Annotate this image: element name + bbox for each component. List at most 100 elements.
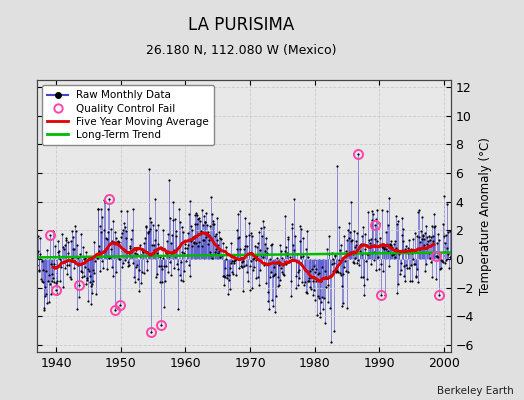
Point [381, 291, 389, 298]
Point [72, 306, 81, 312]
Point [345, 234, 354, 241]
Point [441, 260, 450, 266]
Point [82, 280, 91, 287]
Point [359, 273, 367, 280]
Point [375, 220, 384, 227]
Point [190, 212, 199, 218]
Point [47, 261, 56, 267]
Point [55, 253, 63, 259]
Point [390, 250, 398, 257]
Point [106, 246, 115, 252]
Point [384, 222, 392, 228]
Point [62, 237, 71, 244]
Point [171, 253, 179, 260]
Point [392, 212, 400, 219]
Point [53, 278, 61, 284]
Point [263, 244, 271, 251]
Point [201, 219, 210, 226]
Point [442, 232, 450, 238]
Point [405, 237, 413, 243]
Point [249, 255, 258, 262]
Point [392, 290, 401, 296]
Point [367, 236, 376, 242]
Point [322, 246, 331, 252]
Point [36, 251, 45, 258]
Point [354, 257, 362, 263]
Point [394, 281, 402, 287]
Point [278, 269, 286, 275]
Point [265, 273, 274, 280]
Point [353, 260, 362, 266]
Point [346, 248, 354, 255]
Point [187, 238, 195, 244]
Point [93, 206, 102, 212]
Point [230, 258, 238, 264]
Point [146, 226, 154, 232]
Point [398, 226, 407, 233]
Point [445, 254, 454, 260]
Point [100, 197, 108, 203]
Point [403, 245, 412, 251]
Point [405, 265, 413, 272]
Point [231, 257, 239, 263]
Point [94, 206, 102, 212]
Point [180, 268, 189, 274]
Point [178, 248, 186, 255]
Point [430, 224, 438, 230]
Point [318, 294, 326, 300]
Point [102, 235, 110, 241]
Point [217, 251, 226, 258]
Point [322, 274, 330, 280]
Point [397, 267, 405, 274]
Point [123, 208, 131, 215]
Point [336, 270, 344, 276]
Point [168, 198, 177, 205]
Point [198, 207, 206, 214]
Point [350, 260, 358, 266]
Point [110, 239, 118, 245]
Point [228, 258, 236, 265]
Point [362, 258, 370, 264]
Point [166, 214, 174, 221]
Point [404, 250, 412, 256]
Point [257, 225, 265, 231]
Point [269, 272, 278, 279]
Point [234, 211, 243, 218]
Point [427, 259, 435, 266]
Point [60, 259, 68, 266]
Point [83, 277, 92, 284]
Point [385, 263, 393, 270]
Point [141, 224, 150, 230]
Point [390, 253, 399, 260]
Point [216, 235, 225, 242]
Point [251, 243, 259, 250]
Point [148, 222, 157, 229]
Point [111, 307, 119, 314]
Point [312, 266, 321, 272]
Point [434, 254, 442, 260]
Point [210, 232, 219, 239]
Point [155, 263, 163, 269]
Point [316, 310, 324, 316]
Point [297, 226, 305, 232]
Point [86, 301, 95, 307]
Point [188, 243, 196, 249]
Point [351, 244, 359, 250]
Point [430, 211, 439, 217]
Point [319, 306, 327, 312]
Text: LA PURISIMA: LA PURISIMA [188, 16, 294, 34]
Point [79, 244, 87, 250]
Point [73, 241, 81, 248]
Point [186, 273, 194, 279]
Point [161, 278, 169, 284]
Point [176, 272, 184, 278]
Point [369, 249, 378, 255]
Point [32, 249, 41, 255]
Point [344, 227, 352, 233]
Point [323, 299, 332, 305]
Point [195, 214, 204, 221]
Point [425, 255, 434, 261]
Point [408, 250, 416, 256]
Point [123, 249, 132, 255]
Point [293, 251, 301, 258]
